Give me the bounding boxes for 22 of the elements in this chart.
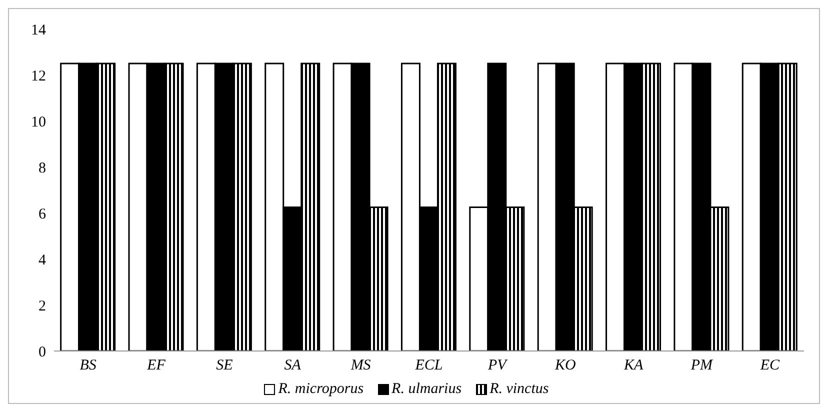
y-tick-label: 14 (31, 22, 46, 38)
y-tick-label: 0 (38, 344, 46, 360)
x-tick-label: MS (350, 358, 372, 374)
x-tick-label: EF (146, 358, 166, 374)
x-tick-label: SE (216, 358, 233, 374)
y-tick-label: 10 (31, 114, 46, 130)
y-tick-label: 12 (31, 68, 46, 84)
x-tick-label: KA (622, 358, 644, 374)
y-tick-label: 6 (38, 206, 46, 222)
x-tick-label: ECL (414, 358, 443, 374)
legend-label: R. microporus (277, 381, 364, 398)
x-tick-label: KO (554, 358, 576, 374)
y-tick-label: 4 (38, 252, 46, 268)
legend-label: R. vinctus (488, 381, 549, 398)
x-tick-label: PV (487, 358, 508, 374)
x-tick-label: SA (284, 358, 302, 374)
y-tick-label: 2 (38, 298, 46, 314)
x-tick-label: BS (80, 358, 97, 374)
x-tick-label: PM (690, 358, 714, 374)
legend-label: R. ulmarius (390, 381, 462, 398)
y-tick-label: 8 (38, 160, 46, 176)
x-tick-label: EC (759, 358, 780, 374)
